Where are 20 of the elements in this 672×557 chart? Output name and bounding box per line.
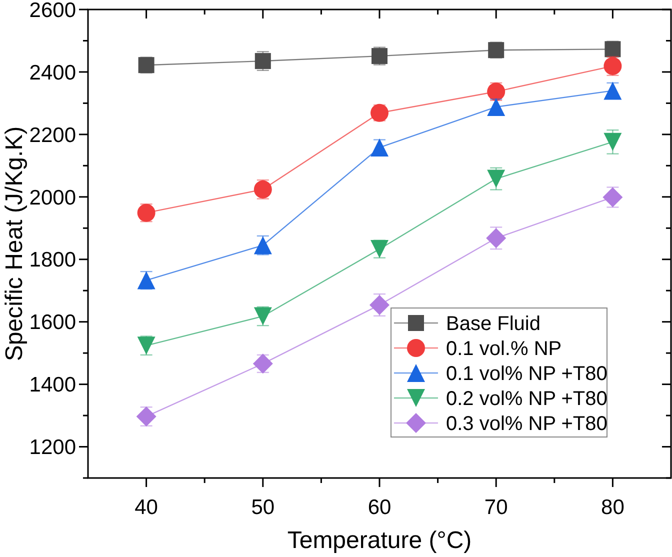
x-tick-label: 50 <box>251 496 275 519</box>
legend-label: 0.2 vol% NP +T80 <box>446 388 608 410</box>
y-tick-label: 2000 <box>29 186 76 210</box>
x-tick-label: 70 <box>484 496 508 519</box>
x-axis-title: Temperature (°C) <box>287 527 472 554</box>
y-tick-label: 1600 <box>29 311 76 334</box>
y-tick-label: 2600 <box>29 0 76 22</box>
x-tick-label: 80 <box>601 496 624 519</box>
y-tick-label: 1200 <box>29 436 76 460</box>
legend-label: 0.1 vol% NP +T80 <box>446 363 608 385</box>
legend-label: Base Fluid <box>446 313 540 335</box>
y-tick-label: 1800 <box>29 248 76 272</box>
y-tick-label: 2200 <box>29 124 76 147</box>
y-tick-label: 2400 <box>29 61 76 84</box>
legend-label: 0.1 vol.% NP <box>446 338 562 360</box>
y-tick-label: 1400 <box>29 374 76 397</box>
y-axis-title: Specific Heat (J/Kg.K) <box>1 126 28 362</box>
x-tick-label: 60 <box>368 496 392 519</box>
x-tick-label: 40 <box>134 496 158 519</box>
legend-label: 0.3 vol% NP +T80 <box>446 413 608 435</box>
